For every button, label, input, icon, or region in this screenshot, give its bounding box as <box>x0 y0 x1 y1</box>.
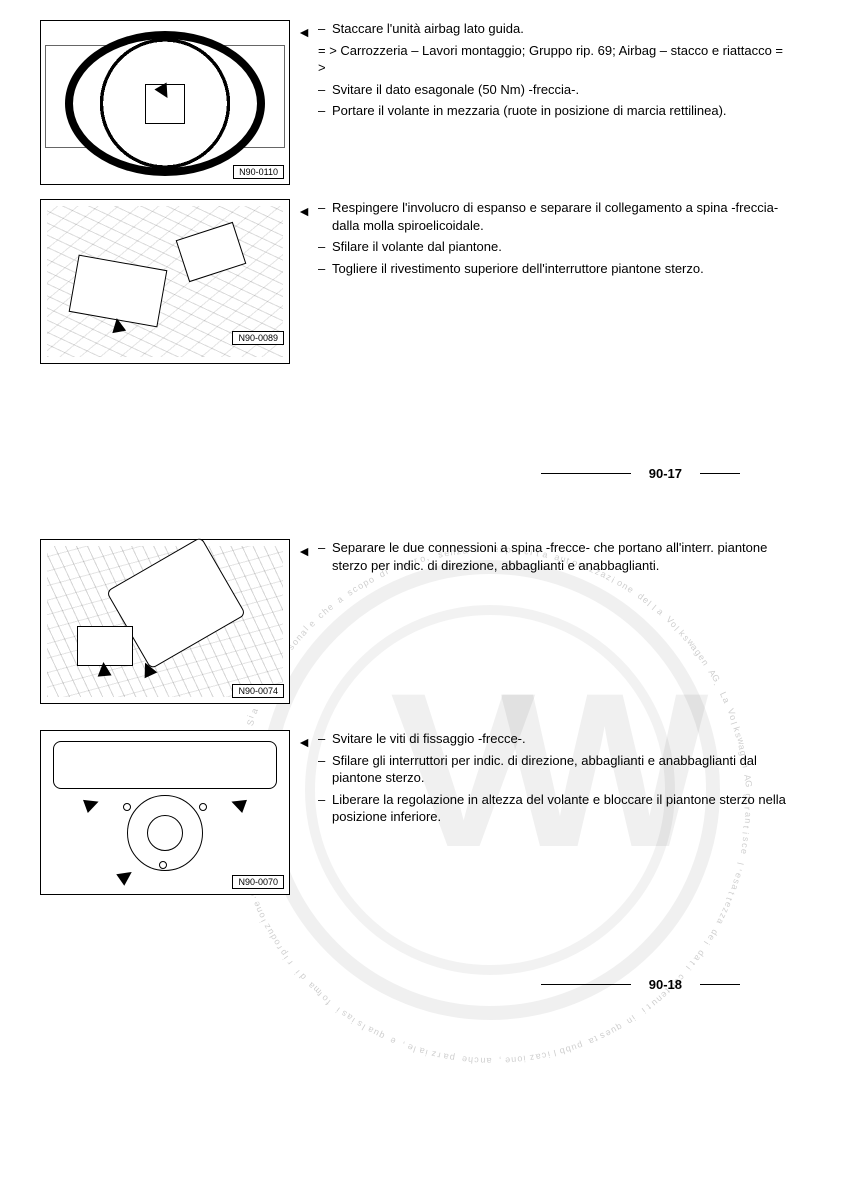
page-number-row: 90-18 <box>40 977 798 992</box>
instruction-block-3: Separare le due connessioni a spina -fre… <box>318 539 798 578</box>
page-number: 90-17 <box>649 466 682 481</box>
figure-4: N90-0070 <box>40 730 290 895</box>
page-number: 90-18 <box>649 977 682 992</box>
pointer-arrow: ◄ <box>290 539 318 559</box>
instruction-item: Svitare le viti di fissaggio -frecce-. <box>318 730 788 748</box>
pointer-arrow: ◄ <box>290 730 318 750</box>
instruction-item: Separare le due connessioni a spina -fre… <box>318 539 788 574</box>
pointer-arrow: ◄ <box>290 199 318 219</box>
instruction-item: Respingere l'involucro di espanso e sepa… <box>318 199 788 234</box>
figure-1: N90-0110 <box>40 20 290 185</box>
instruction-item: Sfilare il volante dal piantone. <box>318 238 788 256</box>
instruction-item: Sfilare gli interruttori per indic. di d… <box>318 752 788 787</box>
instruction-item: Liberare la regolazione in altezza del v… <box>318 791 788 826</box>
page-number-row: 90-17 <box>40 466 798 481</box>
instruction-block-2: Respingere l'involucro di espanso e sepa… <box>318 199 798 281</box>
instruction-item: Portare il volante in mezzaria (ruote in… <box>318 102 788 120</box>
instruction-block-1: Staccare l'unità airbag lato guida. = > … <box>318 20 798 124</box>
figure-2-label: N90-0089 <box>232 331 284 345</box>
figure-3: N90-0074 <box>40 539 290 704</box>
instruction-item: Svitare il dato esagonale (50 Nm) -frecc… <box>318 81 788 99</box>
pointer-arrow: ◄ <box>290 20 318 40</box>
instruction-block-4: Svitare le viti di fissaggio -frecce-. S… <box>318 730 798 830</box>
cross-reference: = > Carrozzeria – Lavori montaggio; Grup… <box>318 42 788 77</box>
instruction-item: Staccare l'unità airbag lato guida. <box>318 20 788 38</box>
instruction-item: Togliere il rivestimento superiore dell'… <box>318 260 788 278</box>
figure-2: N90-0089 <box>40 199 290 364</box>
figure-4-label: N90-0070 <box>232 875 284 889</box>
figure-3-label: N90-0074 <box>232 684 284 698</box>
figure-1-label: N90-0110 <box>233 165 284 179</box>
